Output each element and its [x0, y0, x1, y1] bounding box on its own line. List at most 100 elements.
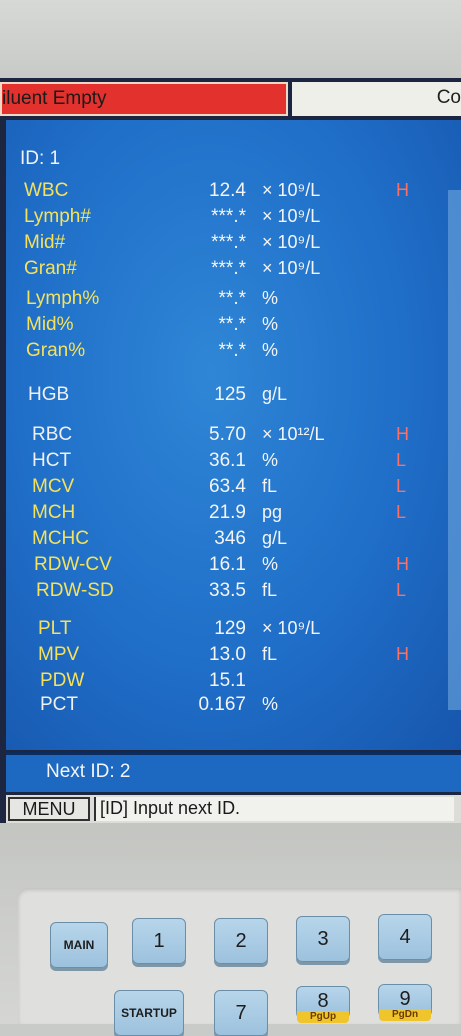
menu-button[interactable]: MENU: [8, 797, 90, 821]
param-unit: fL: [262, 580, 278, 600]
param-name: MPV: [38, 644, 80, 665]
param-name: PCT: [40, 694, 78, 715]
table-row: HGB 125 g/L: [0, 384, 461, 410]
param-value: 15.1: [209, 670, 246, 691]
param-flag: L: [396, 450, 407, 470]
param-value: ***.*: [211, 232, 246, 253]
param-unit: × 10⁹/L: [262, 206, 321, 226]
table-row: Mid% **.*%: [0, 314, 461, 340]
param-flag: H: [396, 180, 409, 200]
key-3[interactable]: 3: [296, 916, 350, 962]
table-row: Lymph% **.*%: [0, 288, 461, 314]
param-value: 36.1: [209, 450, 246, 471]
key-9-label: 9: [399, 988, 411, 1010]
table-row: PLT 129 × 10⁹/L: [0, 618, 461, 644]
param-value: ***.*: [211, 258, 246, 279]
param-unit: %: [262, 694, 279, 714]
param-name: HCT: [32, 450, 72, 471]
table-row: Gran% **.*%: [0, 340, 461, 366]
alarm-message[interactable]: iluent Empty: [0, 82, 288, 116]
table-row: MCH 21.9 pg L: [0, 502, 461, 528]
param-value: 21.9: [209, 502, 246, 523]
main-key[interactable]: MAIN: [50, 922, 108, 968]
param-value: 129: [214, 618, 246, 639]
param-value: ***.*: [211, 206, 246, 227]
key-8[interactable]: 8 PgUp: [296, 986, 350, 1023]
param-flag: H: [396, 424, 409, 444]
device-bezel: [0, 0, 461, 78]
status-indicator: Co: [292, 82, 461, 116]
param-flag: L: [396, 502, 407, 522]
param-value: **.*: [218, 288, 246, 309]
param-name: RBC: [32, 424, 73, 445]
param-name: MCHC: [32, 528, 89, 549]
key-1[interactable]: 1: [132, 918, 186, 964]
results-panel: [6, 120, 461, 750]
key-4[interactable]: 4: [378, 914, 432, 960]
param-unit: × 10⁹/L: [262, 618, 321, 638]
param-flag: H: [396, 644, 409, 664]
table-row: PDW 15.1: [0, 670, 461, 696]
key-2[interactable]: 2: [214, 918, 268, 964]
param-unit: g/L: [262, 384, 288, 404]
table-row: Gran# ***.* × 10⁹/L: [0, 258, 461, 284]
param-unit: × 10⁹/L: [262, 258, 321, 278]
table-row: MPV 13.0 fL H: [0, 644, 461, 670]
table-row: RDW-CV 16.1% H: [0, 554, 461, 580]
sample-id: ID: 1: [20, 148, 61, 169]
param-flag: L: [396, 580, 407, 600]
param-flag: H: [396, 554, 409, 574]
param-unit: fL: [262, 476, 278, 496]
table-row: Mid# ***.* × 10⁹/L: [0, 232, 461, 258]
param-name: Gran#: [24, 258, 77, 279]
param-name: Lymph#: [24, 206, 91, 227]
table-row: PCT 0.167%: [0, 694, 461, 720]
table-row: HCT 36.1% L: [0, 450, 461, 476]
param-name: WBC: [24, 180, 69, 201]
table-row: Lymph# ***.* × 10⁹/L: [0, 206, 461, 232]
param-name: MCH: [32, 502, 76, 523]
next-id-label: Next ID: 2: [46, 761, 131, 782]
key-7[interactable]: 7: [214, 990, 268, 1036]
param-value: 33.5: [209, 580, 246, 601]
param-value: 125: [214, 384, 246, 405]
table-row: MCV 63.4 fL L: [0, 476, 461, 502]
param-unit: × 10¹²/L: [262, 424, 325, 444]
param-value: 0.167: [198, 694, 246, 715]
param-value: 346: [214, 528, 246, 549]
param-unit: × 10⁹/L: [262, 180, 321, 200]
table-row: RBC 5.70 × 10¹²/L H: [0, 424, 461, 450]
param-value: 16.1: [209, 554, 246, 575]
alarm-text: iluent Empty: [2, 88, 107, 109]
param-name: Mid#: [24, 232, 66, 253]
param-value: **.*: [218, 340, 246, 361]
param-name: Lymph%: [26, 288, 100, 309]
param-name: RDW-CV: [34, 554, 112, 575]
param-unit: %: [262, 450, 279, 470]
startup-key[interactable]: STARTUP: [114, 990, 184, 1036]
param-unit: %: [262, 340, 279, 360]
param-name: MCV: [32, 476, 75, 497]
param-unit: × 10⁹/L: [262, 232, 321, 252]
table-row: RDW-SD 33.5 fL L: [0, 580, 461, 606]
param-value: **.*: [218, 314, 246, 335]
param-unit: fL: [262, 644, 278, 664]
param-value: 63.4: [209, 476, 246, 497]
status-text: Co: [436, 87, 461, 108]
param-unit: %: [262, 288, 279, 308]
param-value: 12.4: [209, 180, 246, 201]
key-8-label: 8: [317, 990, 329, 1012]
next-id-bar: [6, 752, 461, 792]
key-9[interactable]: 9 PgDn: [378, 984, 432, 1021]
param-name: PDW: [40, 670, 85, 691]
param-name: Gran%: [26, 340, 86, 361]
param-name: Mid%: [26, 314, 74, 335]
table-row: WBC 12.4 × 10⁹/L H: [0, 180, 461, 206]
param-unit: g/L: [262, 528, 288, 548]
param-flag: L: [396, 476, 407, 496]
pgdn-label: PgDn: [379, 1009, 431, 1021]
param-unit: pg: [262, 502, 283, 522]
table-row: MCHC 346 g/L: [0, 528, 461, 554]
param-unit: %: [262, 554, 279, 574]
pgup-label: PgUp: [297, 1011, 349, 1023]
